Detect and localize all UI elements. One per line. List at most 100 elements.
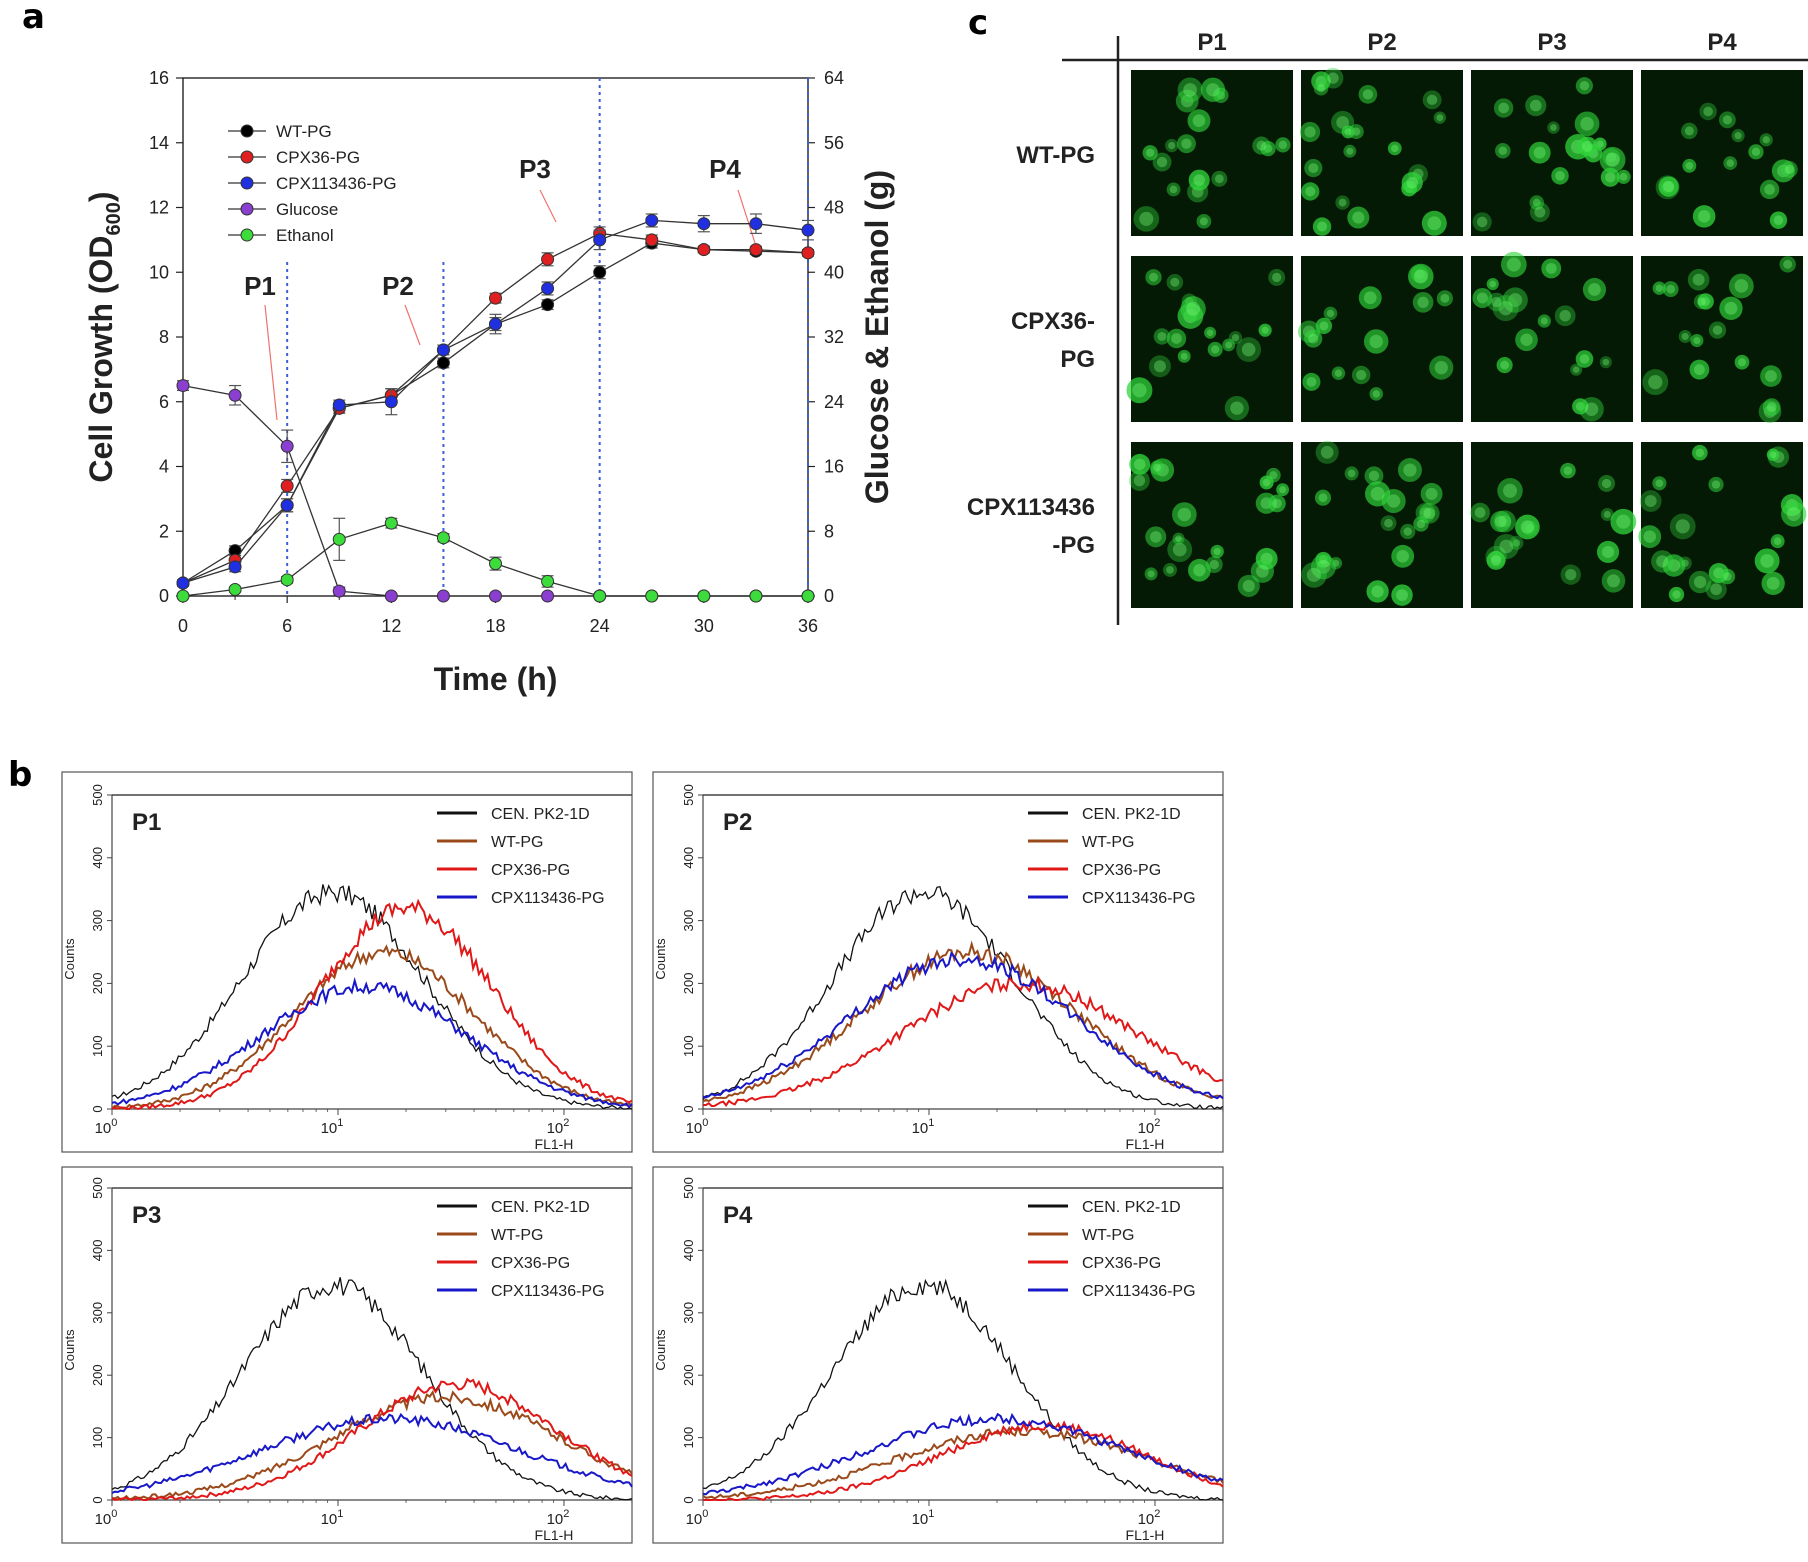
cell-core [1133, 474, 1146, 487]
cell-spot [1210, 544, 1224, 559]
data-point-ethanol [697, 589, 711, 603]
cell-spot [1268, 494, 1286, 513]
cell-core [1306, 376, 1317, 387]
x-tick-label: 100 [686, 1508, 709, 1528]
x-tick-base: 10 [547, 1120, 564, 1137]
cell-spot [1260, 140, 1276, 157]
cell-core [1183, 83, 1197, 97]
cell-spot [1341, 125, 1355, 139]
row-label-line1: CPX113436 [967, 494, 1095, 521]
cell-core [1417, 296, 1429, 308]
y-tick-label: 200 [681, 1364, 696, 1386]
cell-spot [1570, 363, 1583, 376]
x-tick-exponent: 2 [563, 1508, 569, 1520]
cell-core [1209, 559, 1219, 570]
cell-core [1150, 531, 1162, 543]
y-tick-label: 500 [681, 1177, 696, 1199]
data-point-cpx36-pg [645, 233, 659, 247]
cell-core [1347, 469, 1356, 478]
cell-core [1601, 545, 1615, 559]
cell-core [1559, 310, 1571, 322]
x-tick-label: 100 [686, 1117, 709, 1137]
cell-spot [1601, 569, 1626, 593]
cell-core [1644, 495, 1657, 508]
cell-core [1503, 483, 1518, 498]
cell-core [1272, 498, 1282, 509]
cell-spot [1433, 111, 1447, 124]
cell-spot [1693, 293, 1710, 310]
cell-core [1605, 172, 1616, 183]
data-point-ethanol [801, 589, 815, 603]
legend-label: WT-PG [491, 834, 543, 851]
histogram-panel-label: P3 [132, 1202, 161, 1229]
cell-core [1726, 159, 1735, 167]
data-point-cpx36-pg [749, 243, 763, 257]
y2-tick-label: 64 [824, 68, 844, 88]
cell-core [1368, 470, 1380, 482]
cell-spot [1759, 179, 1780, 200]
legend-marker [240, 228, 254, 242]
column-header: P3 [1537, 29, 1566, 56]
cell-spot [1547, 121, 1560, 134]
cell-spot [1748, 144, 1764, 160]
cell-core [1263, 144, 1273, 153]
growth-chart: 0 6 12 18 24 30 360246810121416081624324048566… [83, 68, 895, 697]
cell-core [1317, 84, 1326, 93]
legend-label: WT-PG [1082, 834, 1134, 851]
cell-spot [1299, 121, 1321, 143]
cell-spot [1600, 508, 1614, 521]
cell-spot [1528, 141, 1551, 164]
data-point-ethanol [436, 531, 450, 545]
cell-spot [1129, 453, 1151, 475]
cell-core [1177, 507, 1192, 522]
cell-spot [1719, 568, 1736, 585]
cell-core [1533, 146, 1546, 159]
cell-spot [1412, 292, 1434, 313]
cell-spot [1651, 550, 1674, 573]
cell-core [1722, 115, 1733, 125]
cell-core [1572, 366, 1580, 374]
cell-spot [1145, 526, 1167, 548]
cell-core [1278, 140, 1288, 150]
cell-core [1499, 539, 1514, 554]
cell-core [1666, 284, 1676, 294]
cell-spot [1681, 122, 1698, 140]
x-tick-exponent: 2 [1154, 1508, 1160, 1520]
cell-spot [1304, 329, 1323, 348]
cell-spot [1486, 277, 1499, 291]
data-point-cpx113436-pg [489, 317, 502, 331]
cell-core [1602, 358, 1610, 366]
cell-core [1132, 383, 1147, 398]
cell-spot [1166, 328, 1187, 349]
cell-spot [1560, 462, 1576, 479]
cell-spot [1366, 580, 1389, 603]
cell-core [1242, 579, 1255, 593]
cell-spot [1669, 513, 1696, 540]
cell-spot [1529, 202, 1550, 223]
y-tick-label: 100 [681, 1427, 696, 1449]
cell-spot [1718, 111, 1736, 129]
cell-spot [1759, 133, 1773, 147]
cell-core [1413, 269, 1428, 284]
cell-core [1171, 333, 1182, 344]
cell-core [1601, 478, 1612, 489]
cell-core [1643, 530, 1657, 543]
data-point-cpx36-pg [280, 479, 294, 493]
cell-spot [1690, 334, 1704, 348]
cell-spot [1315, 440, 1339, 464]
cell-spot [1692, 205, 1716, 228]
cell-spot [1472, 288, 1493, 308]
cell-core [1327, 72, 1339, 84]
y-tick-label: 100 [681, 1035, 696, 1057]
cell-spot [1335, 195, 1350, 210]
cell-core [1319, 321, 1329, 331]
cell-spot [1172, 502, 1197, 527]
cell-core [1648, 374, 1663, 390]
cell-spot [1610, 508, 1637, 535]
cell-core [1170, 277, 1180, 287]
y-tick-label: 200 [681, 973, 696, 995]
cell-spot [1728, 273, 1754, 299]
cell-core [1180, 94, 1194, 108]
data-point-cpx36-pg [697, 243, 711, 257]
